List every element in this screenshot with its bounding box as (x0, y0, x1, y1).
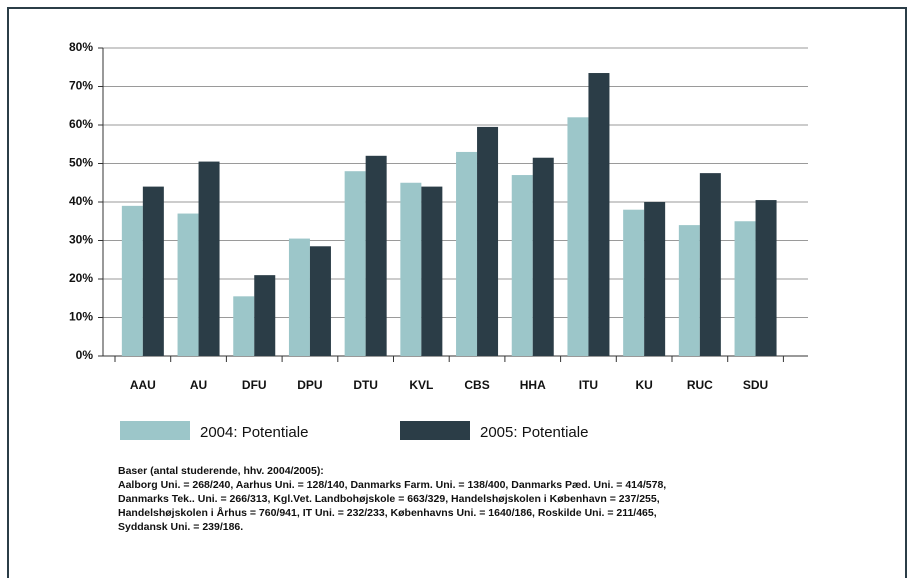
bar (678, 225, 700, 356)
x-tick-label: KU (635, 378, 652, 392)
bar (177, 213, 199, 356)
legend-label: 2005: Potentiale (480, 424, 588, 441)
bar (142, 186, 164, 356)
bar (477, 126, 499, 356)
y-tick-label: 20% (69, 271, 93, 285)
y-tick-label: 40% (69, 194, 93, 208)
bar (198, 161, 220, 356)
bar (254, 275, 276, 356)
bar (588, 73, 610, 357)
bar (755, 200, 777, 356)
bar (288, 238, 310, 356)
y-tick-label: 70% (69, 79, 93, 93)
bar (734, 221, 756, 356)
note: Baser (antal studerende, hhv. 2004/2005)… (118, 465, 324, 477)
bar (365, 155, 387, 356)
x-tick-label: DTU (353, 378, 378, 392)
x-tick-label: ITU (579, 378, 598, 392)
x-tick-label: AU (190, 378, 207, 392)
bar (456, 151, 478, 356)
x-tick-label: HHA (520, 378, 546, 392)
legend-label: 2004: Potentiale (200, 424, 308, 441)
y-tick-label: 10% (69, 310, 93, 324)
note: Aalborg Uni. = 268/240, Aarhus Uni. = 12… (118, 479, 666, 491)
x-tick-label: DFU (242, 378, 267, 392)
note: Danmarks Tek.. Uni. = 266/313, Kgl.Vet. … (118, 493, 660, 505)
y-tick-label: 0% (76, 348, 94, 362)
legend-swatch (120, 421, 190, 440)
bar (121, 205, 143, 356)
y-tick-label: 60% (69, 117, 93, 131)
x-tick-label: RUC (687, 378, 713, 392)
bar (309, 246, 331, 356)
bar (400, 182, 422, 356)
bar (532, 157, 554, 356)
bar (233, 296, 255, 356)
y-tick-label: 80% (69, 40, 93, 54)
bar (421, 186, 443, 356)
x-tick-label: SDU (743, 378, 768, 392)
y-tick-label: 30% (69, 233, 93, 247)
x-tick-label: CBS (464, 378, 489, 392)
bar (511, 175, 533, 356)
x-tick-label: DPU (297, 378, 322, 392)
bar (344, 171, 366, 356)
bar (567, 117, 589, 356)
frame (7, 7, 907, 578)
x-tick-label: AAU (130, 378, 156, 392)
legend-swatch (400, 421, 470, 440)
x-tick-label: KVL (409, 378, 433, 392)
note: Syddansk Uni. = 239/186. (118, 521, 243, 533)
bar (644, 202, 666, 356)
note: Handelshøjskolen i Århus = 760/941, IT U… (118, 506, 657, 519)
bar (623, 209, 645, 356)
y-tick-label: 50% (69, 156, 93, 170)
bar (699, 173, 721, 356)
